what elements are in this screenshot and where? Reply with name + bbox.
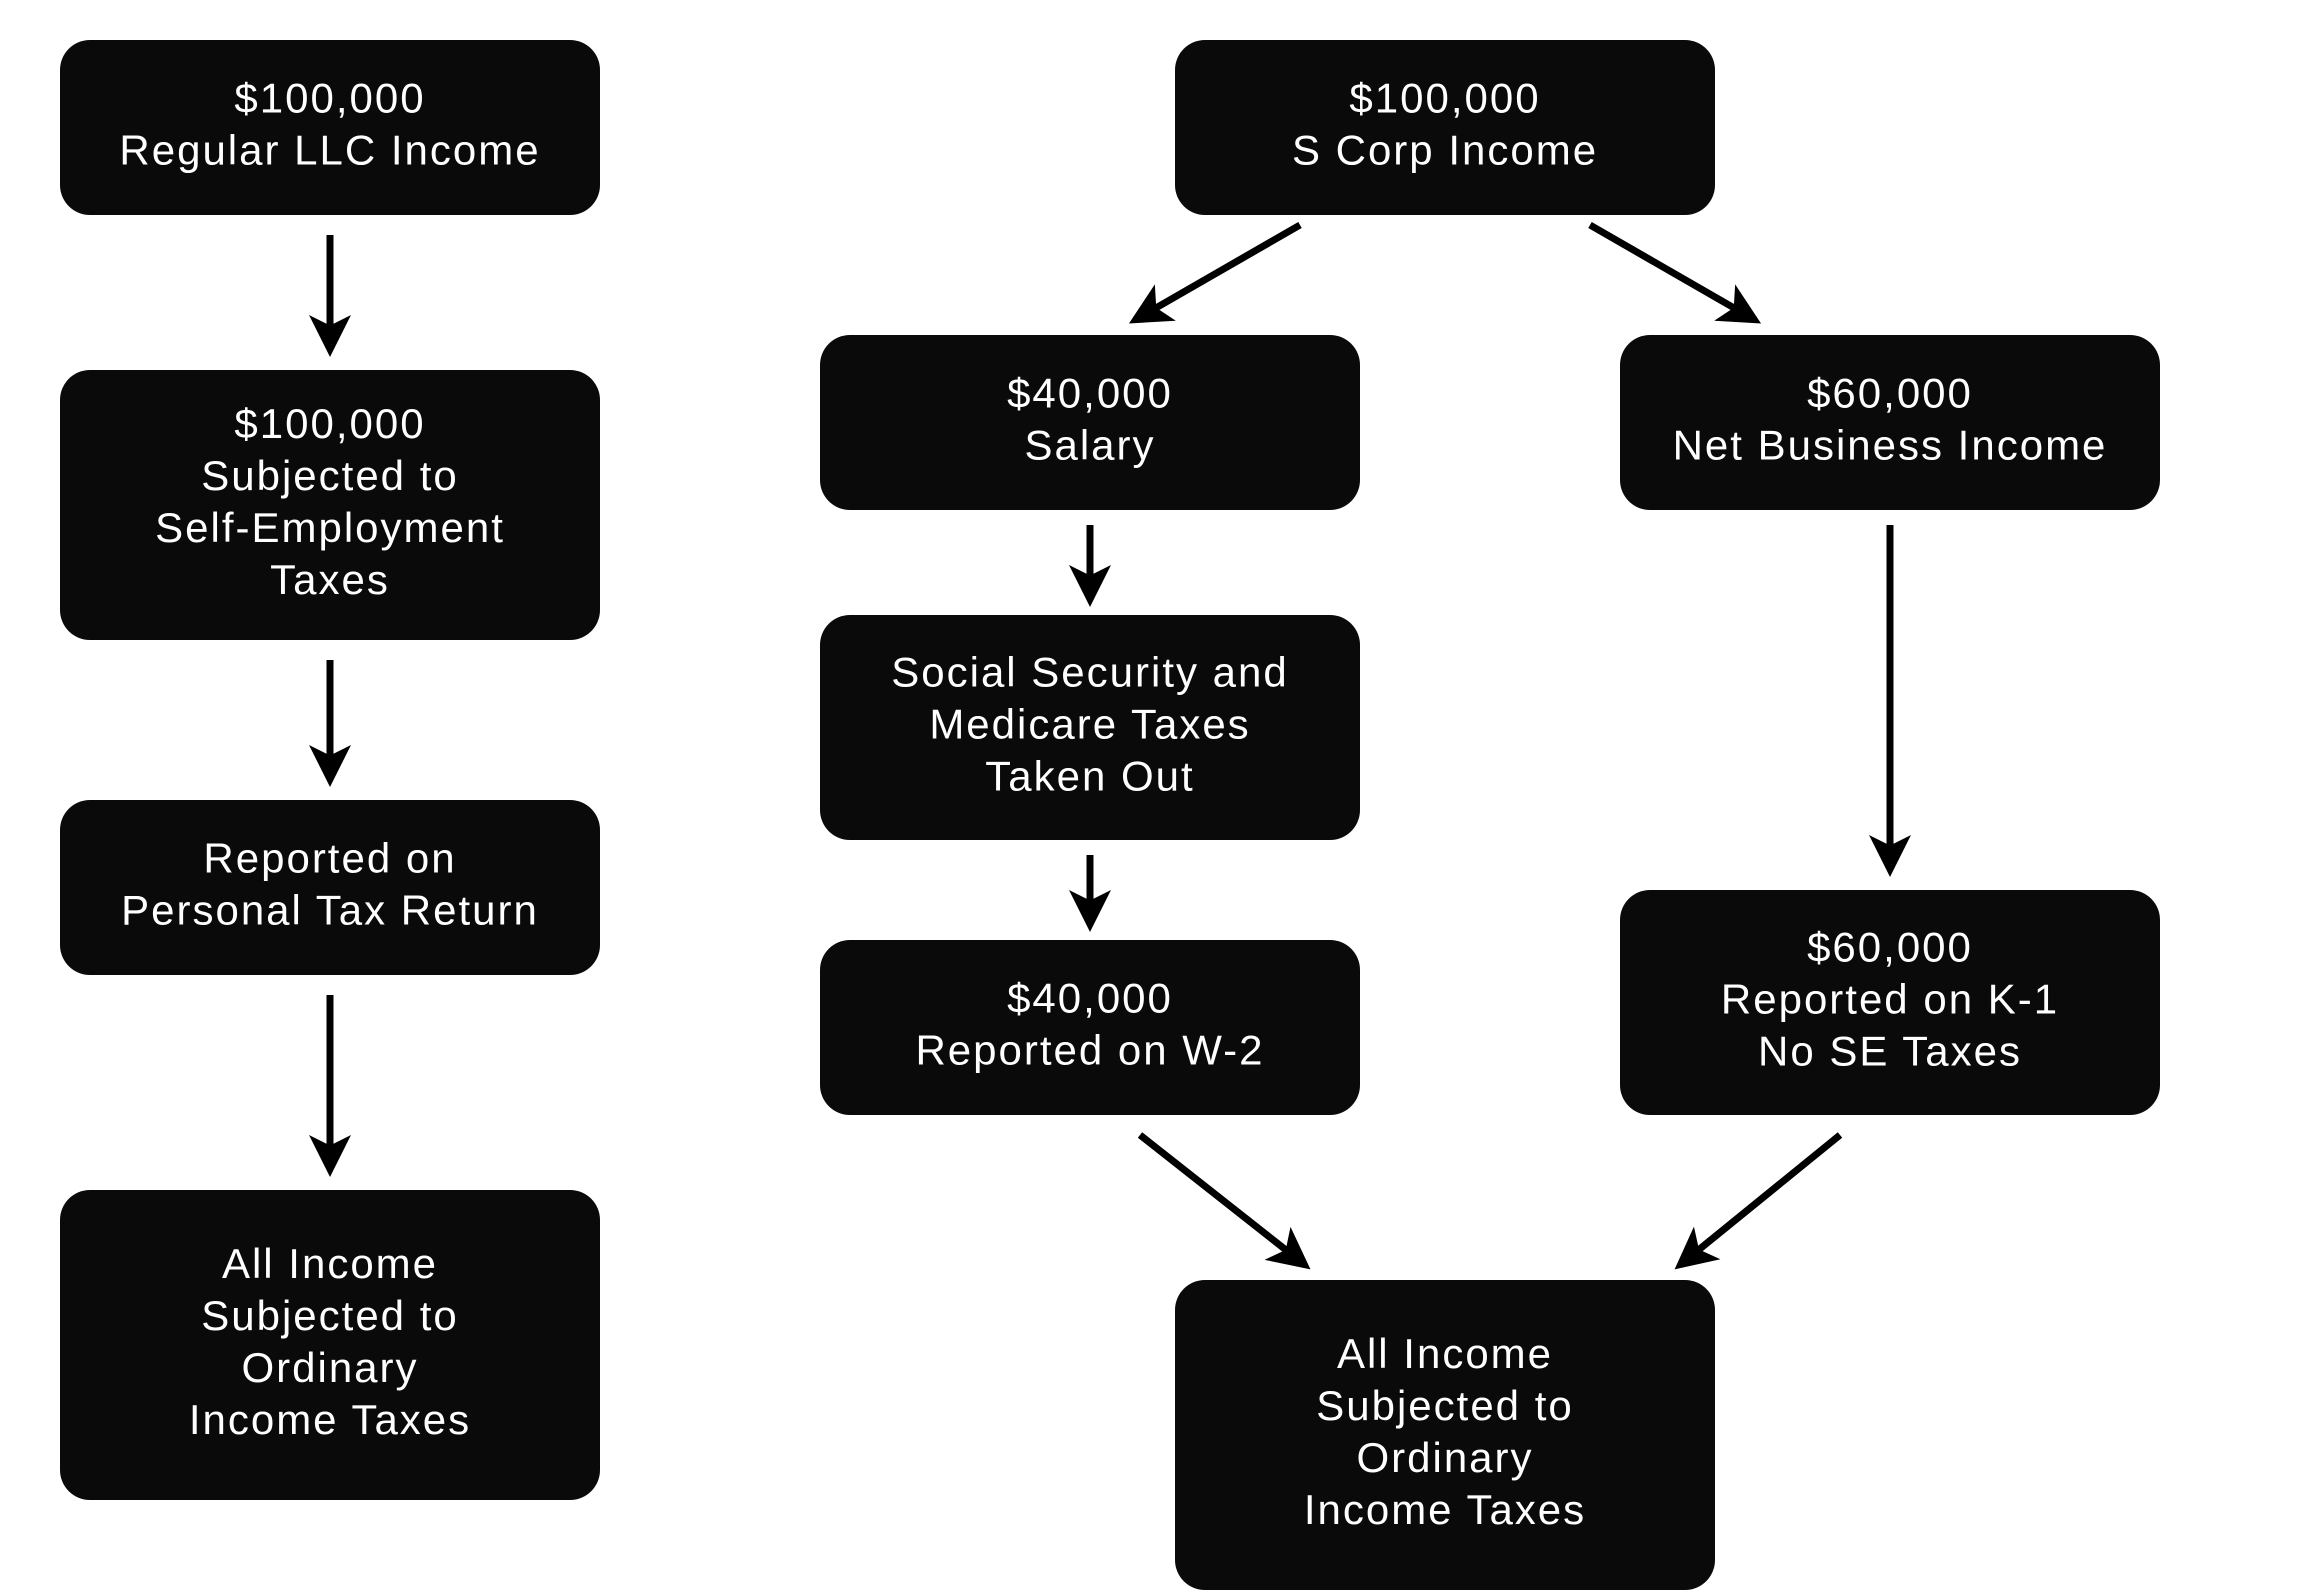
- node-text-line: No SE Taxes: [1758, 1028, 2022, 1075]
- edge-nbi2-sc_end: [1680, 1135, 1840, 1265]
- node-text-line: $60,000: [1807, 924, 1973, 971]
- node-text-line: Self-Employment: [155, 504, 505, 551]
- node-text-line: Taken Out: [985, 753, 1194, 800]
- node-text-line: Subjected to: [1316, 1382, 1574, 1429]
- node-llc2: $100,000 Subjected to Self-Employment Taxes: [60, 370, 600, 640]
- node-llc1: $100,000 Regular LLC Income: [60, 40, 600, 215]
- node-text-line: Reported on W-2: [915, 1027, 1264, 1074]
- node-text-line: Salary: [1024, 422, 1155, 469]
- node-text-line: Regular LLC Income: [119, 127, 540, 174]
- node-sc1: $100,000 S Corp Income: [1175, 40, 1715, 215]
- node-llc3: Reported on Personal Tax Return: [60, 800, 600, 975]
- node-text-line: All Income: [222, 1240, 438, 1287]
- node-sal2: Social Security and Medicare Taxes Taken O…: [820, 615, 1360, 840]
- node-text-line: Taxes: [270, 556, 390, 603]
- node-sal1: $40,000 Salary: [820, 335, 1360, 510]
- node-llc4: All Income Subjected to Ordinary Income Tax…: [60, 1190, 600, 1500]
- node-text-line: $40,000: [1007, 975, 1173, 1022]
- node-nbi1: $60,000 Net Business Income: [1620, 335, 2160, 510]
- node-text-line: Reported on: [203, 835, 456, 882]
- node-nbi2: $60,000 Reported on K-1 No SE Taxes: [1620, 890, 2160, 1115]
- node-text-line: $100,000: [234, 75, 425, 122]
- node-text-line: Subjected to: [201, 452, 459, 499]
- node-sal3: $40,000 Reported on W-2: [820, 940, 1360, 1115]
- node-text-line: Reported on K-1: [1721, 976, 2059, 1023]
- node-text-line: Income Taxes: [1304, 1486, 1586, 1533]
- node-text-line: Income Taxes: [189, 1396, 471, 1443]
- node-text-line: Ordinary: [1356, 1434, 1533, 1481]
- node-text-line: Medicare Taxes: [929, 701, 1250, 748]
- edge-sc1-sal1: [1135, 225, 1300, 320]
- edge-sal3-sc_end: [1140, 1135, 1305, 1265]
- node-text-line: Ordinary: [241, 1344, 418, 1391]
- node-text-line: Net Business Income: [1673, 422, 2108, 469]
- node-text-line: S Corp Income: [1292, 127, 1598, 174]
- edge-sc1-nbi1: [1590, 225, 1755, 320]
- node-text-line: $60,000: [1807, 370, 1973, 417]
- flowchart-canvas: $100,000 Regular LLC Income $100,000 Subjec…: [0, 0, 2300, 1596]
- node-text-line: Subjected to: [201, 1292, 459, 1339]
- node-text-line: Personal Tax Return: [121, 887, 539, 934]
- node-text-line: $40,000: [1007, 370, 1173, 417]
- node-text-line: All Income: [1337, 1330, 1553, 1377]
- node-sc_end: All Income Subjected to Ordinary Income Tax…: [1175, 1280, 1715, 1590]
- nodes-layer: $100,000 Regular LLC Income $100,000 Subjec…: [60, 40, 2160, 1590]
- node-text-line: Social Security and: [891, 649, 1289, 696]
- node-text-line: $100,000: [1349, 75, 1540, 122]
- node-text-line: $100,000: [234, 400, 425, 447]
